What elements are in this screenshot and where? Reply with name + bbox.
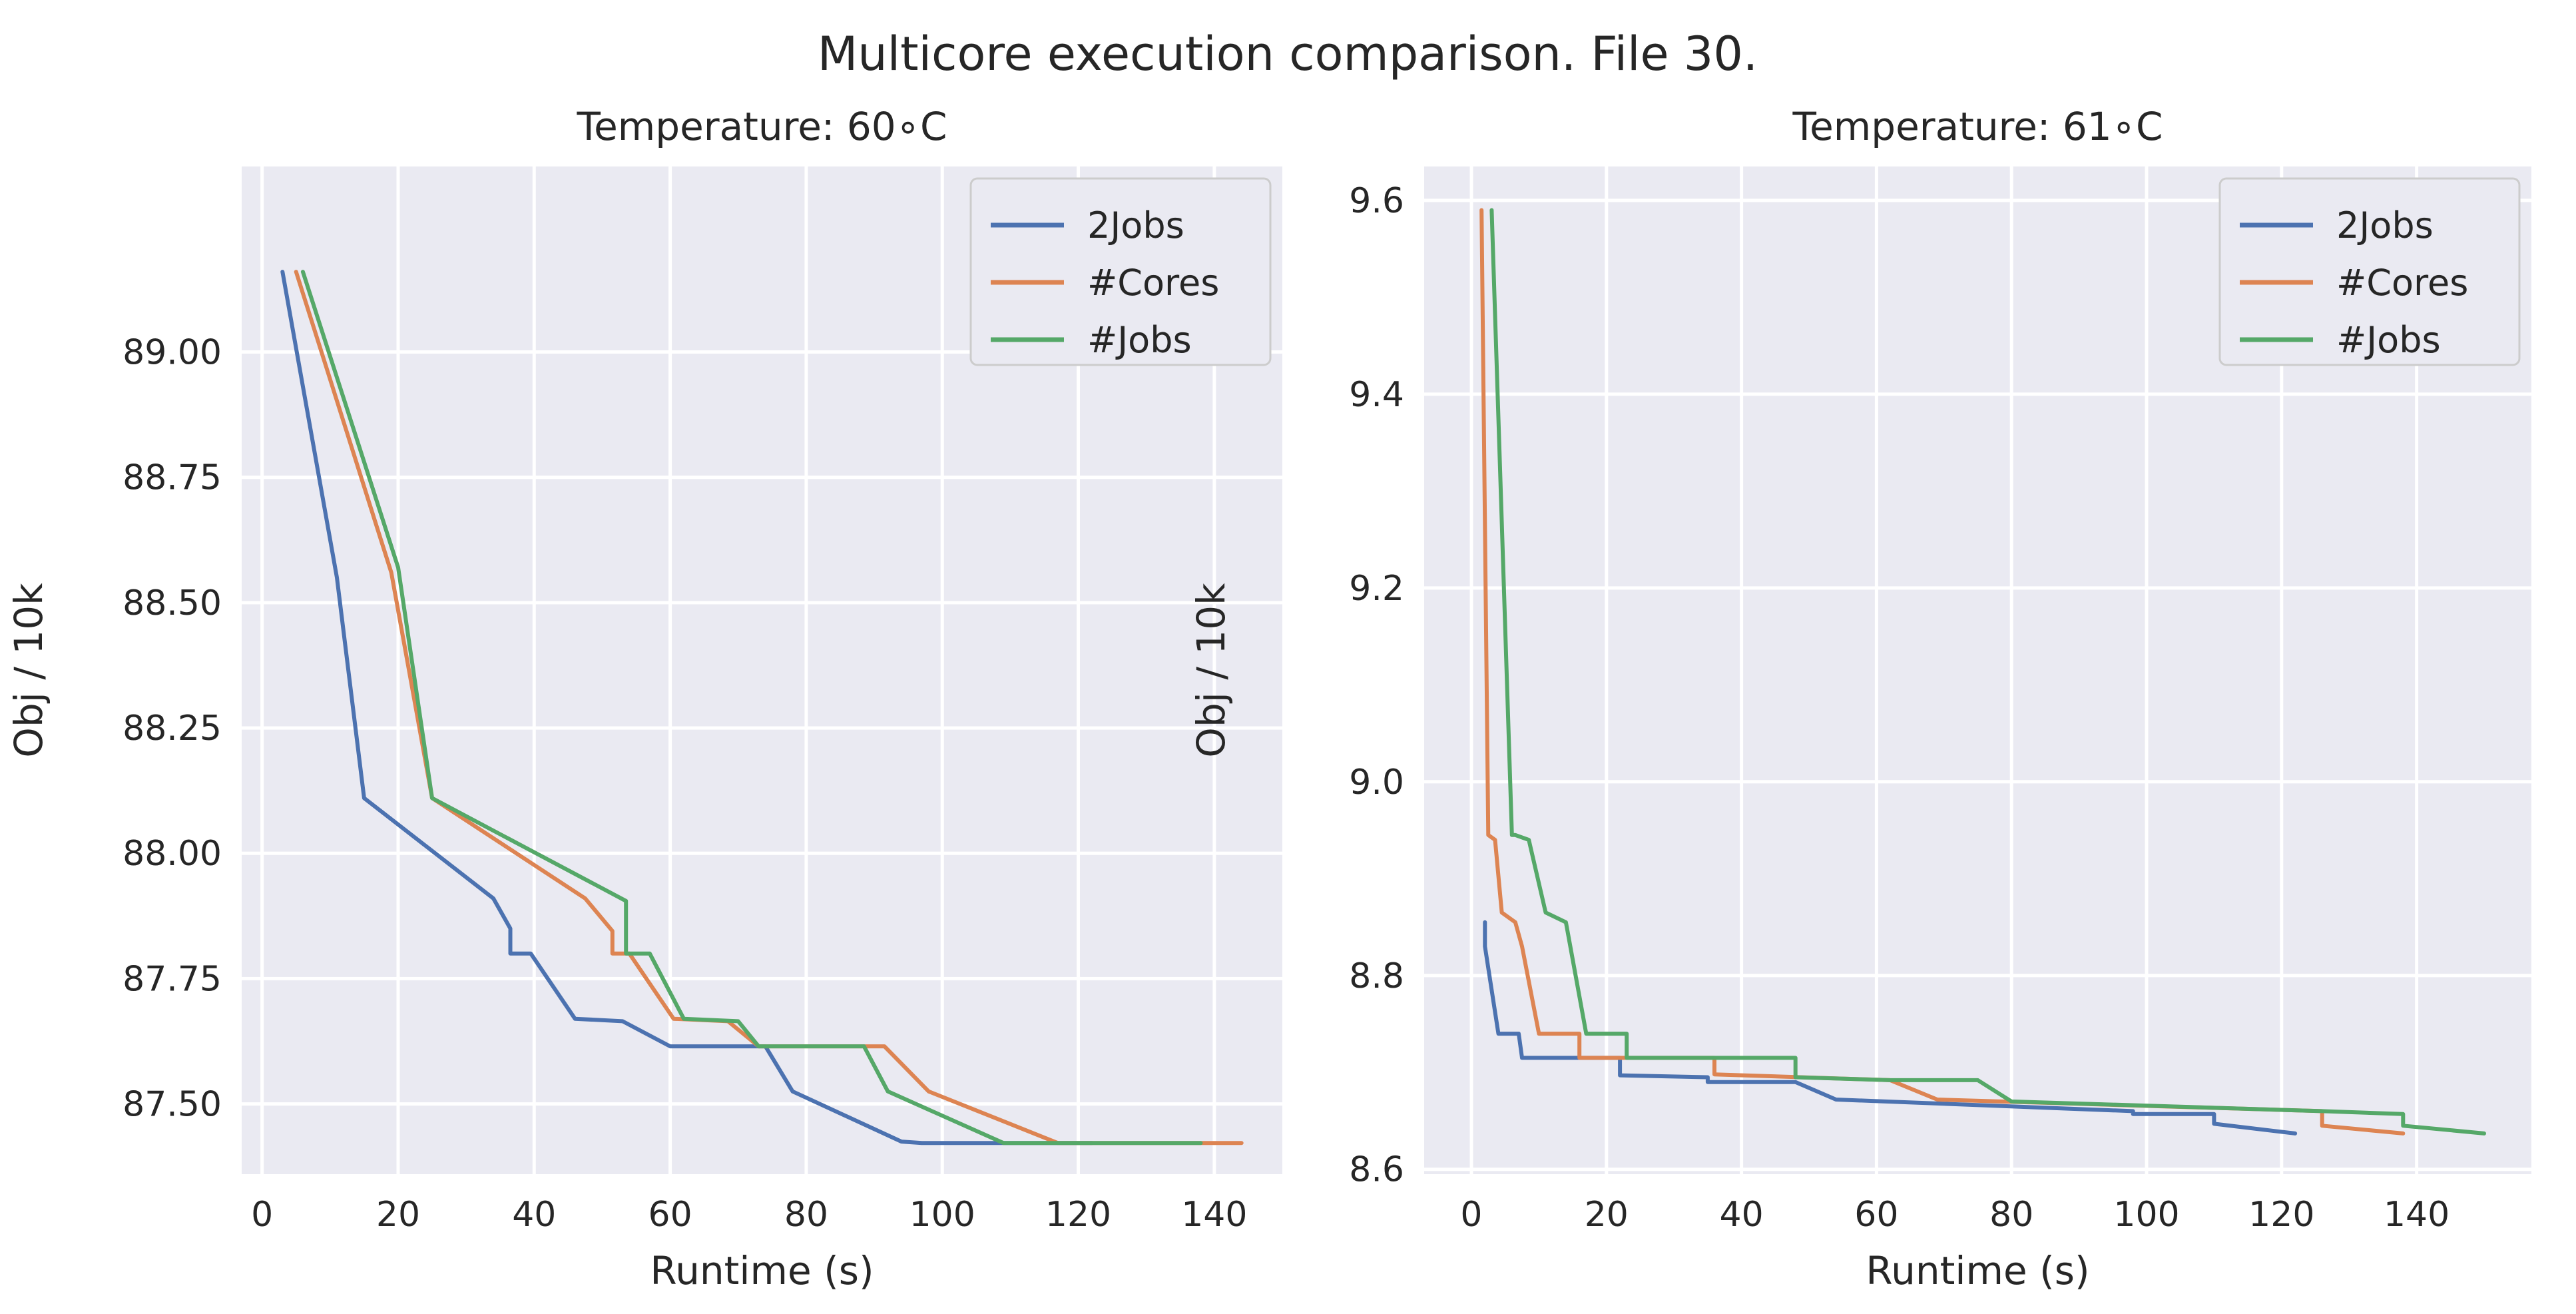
x-tick-label-left: 120 [1045, 1195, 1111, 1235]
y-tick-label-left: 88.25 [123, 709, 222, 749]
y-tick-label-left: 87.50 [123, 1085, 222, 1125]
legend-label-num-cores-right: #Cores [2336, 262, 2468, 304]
y-tick-label-right: 9.4 [1349, 375, 1404, 415]
x-tick-label-right: 140 [2384, 1195, 2449, 1235]
legend-label-2jobs-right: 2Jobs [2336, 204, 2434, 246]
tick-labels-left: 0 20 40 60 80 100 120 140 87.50 87.75 88.00 88.25 88… [123, 333, 1247, 1235]
x-tick-label-right: 100 [2113, 1195, 2179, 1235]
y-tick-label-right: 8.6 [1349, 1150, 1404, 1190]
x-tick-label-right: 80 [1989, 1195, 2033, 1235]
series-line-num-cores-left [294, 270, 1244, 1146]
x-tick-label-right: 20 [1585, 1195, 1629, 1235]
series-line-2jobs-left [280, 270, 1094, 1146]
figure-title: Multicore execution comparison. File 30. [818, 27, 1758, 81]
y-axis-label-left: Obj / 10k [6, 583, 51, 758]
series-lines-right [1479, 208, 2486, 1136]
chart-panel-left: 0 20 40 60 80 100 120 140 87.50 87.75 88.00 88.25 88… [6, 104, 1282, 1293]
y-tick-label-right: 8.8 [1349, 956, 1404, 996]
legend-label-num-jobs-left: #Jobs [1087, 319, 1192, 361]
x-axis-label-right: Runtime (s) [1866, 1248, 2089, 1293]
x-tick-label-left: 40 [512, 1195, 556, 1235]
y-tick-label-right: 9.2 [1349, 569, 1404, 609]
chart-panel-right: 0 20 40 60 80 100 120 140 8.6 8.8 9.0 9.2 9.4 9.6 Tem… [1188, 104, 2531, 1293]
tick-labels-right: 0 20 40 60 80 100 120 140 8.6 8.8 9.0 9.2 9.4 9.6 [1349, 181, 2449, 1235]
chart-title-right: Temperature: 61∘C [1792, 104, 2163, 149]
x-tick-label-left: 100 [909, 1195, 975, 1235]
series-line-num-jobs-left [300, 270, 1203, 1146]
legend-right: 2Jobs #Cores #Jobs [2218, 177, 2521, 366]
y-tick-label-left: 88.75 [123, 458, 222, 498]
series-line-num-jobs-right [1489, 208, 2486, 1136]
y-tick-label-left: 88.00 [123, 834, 222, 874]
legend-label-num-jobs-right: #Jobs [2336, 319, 2441, 361]
series-line-2jobs-right [1483, 920, 2298, 1136]
y-tick-label-right: 9.0 [1349, 763, 1404, 803]
x-tick-label-left: 80 [784, 1195, 828, 1235]
legend-label-num-cores-left: #Cores [1087, 262, 1219, 304]
y-tick-label-left: 87.75 [123, 959, 222, 999]
x-tick-label-right: 120 [2248, 1195, 2314, 1235]
legend-label-2jobs-left: 2Jobs [1087, 204, 1184, 246]
x-tick-label-left: 140 [1181, 1195, 1247, 1235]
x-tick-label-right: 0 [1460, 1195, 1482, 1235]
series-lines-left [280, 270, 1244, 1146]
y-axis-label-right: Obj / 10k [1188, 583, 1234, 758]
y-tick-label-right: 9.6 [1349, 181, 1404, 221]
x-tick-label-right: 40 [1720, 1195, 1764, 1235]
legend-left: 2Jobs #Cores #Jobs [969, 177, 1272, 366]
x-tick-label-left: 20 [376, 1195, 420, 1235]
x-tick-label-left: 60 [648, 1195, 692, 1235]
x-tick-label-right: 60 [1854, 1195, 1898, 1235]
x-tick-label-left: 0 [251, 1195, 273, 1235]
x-axis-label-left: Runtime (s) [650, 1248, 874, 1293]
gridlines-left [242, 166, 1282, 1174]
y-tick-label-left: 89.00 [123, 333, 222, 373]
y-tick-label-left: 88.50 [123, 583, 222, 623]
chart-title-left: Temperature: 60∘C [577, 104, 947, 149]
